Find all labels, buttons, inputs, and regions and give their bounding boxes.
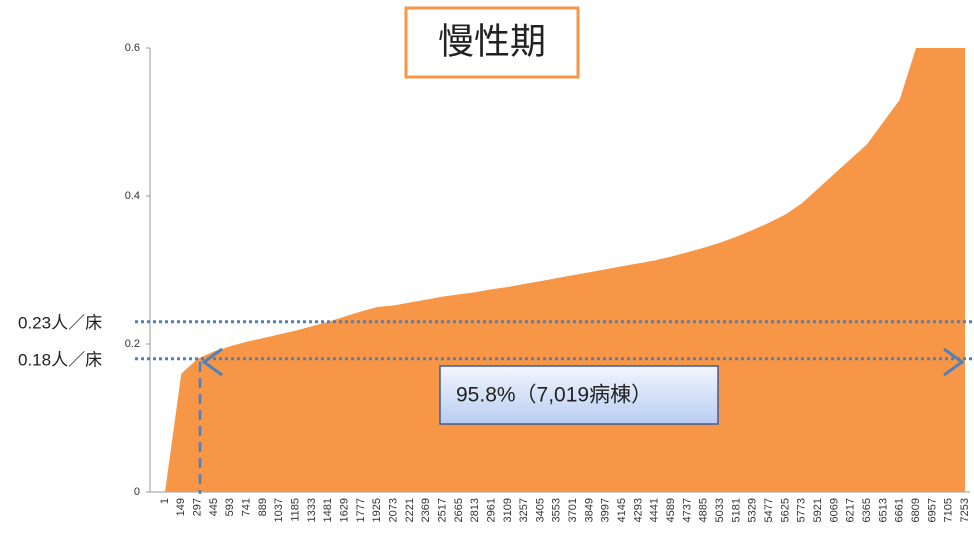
x-tick-label: 3849 — [583, 498, 595, 522]
x-tick-label: 4589 — [665, 498, 677, 522]
x-tick-label: 5477 — [763, 498, 775, 522]
title-box — [404, 6, 580, 79]
x-tick-label: 2813 — [469, 498, 481, 522]
x-tick-label: 2961 — [485, 498, 497, 522]
x-tick-label: 6957 — [926, 498, 938, 522]
reference-label: 0.23人／床 — [18, 313, 102, 332]
x-tick-label: 4145 — [616, 498, 628, 522]
x-tick-label: 1037 — [273, 498, 285, 522]
x-tick-label: 3109 — [502, 498, 514, 522]
arrow-head — [201, 347, 223, 377]
x-tick-label: 4293 — [632, 498, 644, 522]
x-tick-label: 1185 — [290, 498, 302, 522]
arrow-head — [943, 347, 965, 377]
x-tick-label: 741 — [241, 498, 253, 516]
x-tick-label: 2221 — [404, 498, 416, 522]
x-tick-label: 7253 — [959, 498, 971, 522]
x-tick-label: 3257 — [518, 498, 530, 522]
x-tick-label: 6069 — [828, 498, 840, 522]
x-tick-label: 2665 — [453, 498, 465, 522]
x-tick-label: 6661 — [894, 498, 906, 522]
x-tick-label: 6809 — [910, 498, 922, 522]
x-tick-label: 1333 — [306, 498, 318, 522]
x-tick-label: 4885 — [698, 498, 710, 522]
annotation-box — [439, 365, 719, 425]
x-tick-label: 1481 — [322, 498, 334, 522]
annotation: 95.8%（7,019病棟） — [456, 384, 652, 407]
chart-title: 慢性期 — [438, 21, 546, 62]
x-tick-label: 3405 — [534, 498, 546, 522]
x-tick-label: 2369 — [420, 498, 432, 522]
x-tick-label: 3553 — [551, 498, 563, 522]
y-tick-label: 0.6 — [125, 42, 140, 54]
x-tick-label: 3701 — [567, 498, 579, 522]
x-tick-label: 297 — [192, 498, 204, 516]
x-tick-label: 1 — [159, 498, 171, 504]
y-tick-label: 0.4 — [125, 190, 140, 202]
y-tick-label: 0.2 — [125, 338, 140, 350]
x-tick-label: 2517 — [436, 498, 448, 522]
x-tick-label: 6513 — [877, 498, 889, 522]
area — [165, 48, 965, 492]
reference-label: 0.18人／床 — [18, 350, 102, 369]
x-tick-label: 4441 — [649, 498, 661, 522]
x-tick-label: 5033 — [714, 498, 726, 522]
x-tick-label: 149 — [175, 498, 187, 516]
x-tick-label: 3997 — [600, 498, 612, 522]
x-tick-label: 5329 — [747, 498, 759, 522]
x-tick-label: 2073 — [387, 498, 399, 522]
x-tick-label: 5773 — [796, 498, 808, 522]
x-tick-label: 1925 — [371, 498, 383, 522]
x-tick-label: 1777 — [355, 498, 367, 522]
x-tick-label: 889 — [257, 498, 269, 516]
x-tick-label: 7105 — [943, 498, 955, 522]
x-tick-label: 5921 — [812, 498, 824, 522]
x-tick-label: 6365 — [861, 498, 873, 522]
x-tick-label: 445 — [208, 498, 220, 516]
x-tick-label: 5181 — [730, 498, 742, 522]
y-tick-label: 0 — [134, 486, 140, 498]
x-tick-label: 4737 — [681, 498, 693, 522]
plot-area: 0 0.2 0.4 0.6 1 149 297 445 593 741 889 1037 1185 133… — [125, 42, 971, 523]
x-tick-label: 6217 — [845, 498, 857, 522]
x-tick-label: 5625 — [779, 498, 791, 522]
x-tick-label: 1629 — [338, 498, 350, 522]
x-tick-label: 593 — [224, 498, 236, 516]
